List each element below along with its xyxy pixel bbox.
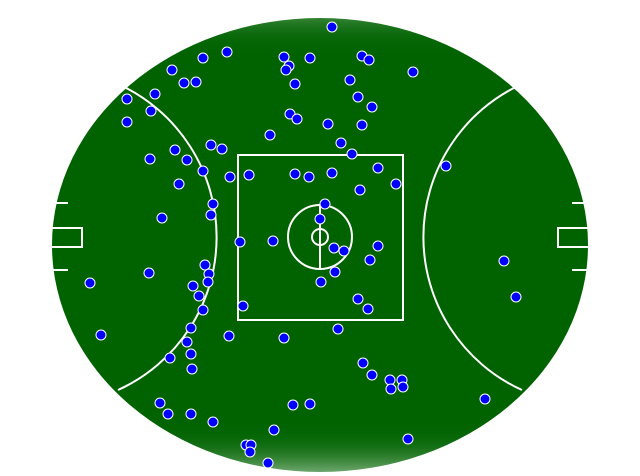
- point: [329, 266, 341, 278]
- point: [244, 446, 256, 458]
- point: [156, 212, 168, 224]
- point: [479, 393, 491, 405]
- point: [169, 144, 181, 156]
- point: [390, 178, 402, 190]
- point: [197, 304, 209, 316]
- point: [384, 374, 396, 386]
- point: [278, 51, 290, 63]
- point: [363, 54, 375, 66]
- point: [205, 209, 217, 221]
- point: [407, 66, 419, 78]
- point: [121, 93, 133, 105]
- point: [216, 143, 228, 155]
- point: [289, 78, 301, 90]
- point: [207, 416, 219, 428]
- point: [207, 198, 219, 210]
- point: [314, 213, 326, 225]
- point: [264, 129, 276, 141]
- point: [322, 118, 334, 130]
- point: [303, 171, 315, 183]
- point: [356, 119, 368, 131]
- point: [186, 363, 198, 375]
- point: [346, 148, 358, 160]
- point: [262, 457, 274, 469]
- point: [289, 168, 301, 180]
- point: [173, 178, 185, 190]
- point: [332, 323, 344, 335]
- point: [287, 399, 299, 411]
- dots: [84, 21, 522, 469]
- point: [234, 236, 246, 248]
- point: [243, 169, 255, 181]
- point: [326, 167, 338, 179]
- point: [143, 267, 155, 279]
- point: [181, 336, 193, 348]
- point: [197, 165, 209, 177]
- point: [335, 137, 347, 149]
- point: [149, 88, 161, 100]
- point: [199, 259, 211, 271]
- point: [224, 171, 236, 183]
- point: [326, 21, 338, 33]
- point: [185, 322, 197, 334]
- point: [440, 160, 452, 172]
- point: [84, 277, 96, 289]
- point: [187, 280, 199, 292]
- point: [95, 329, 107, 341]
- point: [145, 105, 157, 117]
- point: [385, 383, 397, 395]
- point: [181, 154, 193, 166]
- point: [344, 74, 356, 86]
- point: [237, 300, 249, 312]
- point: [267, 235, 279, 247]
- point: [328, 242, 340, 254]
- point: [185, 348, 197, 360]
- point: [357, 357, 369, 369]
- point: [164, 352, 176, 364]
- point: [193, 290, 205, 302]
- point: [304, 398, 316, 410]
- point: [205, 139, 217, 151]
- point: [178, 77, 190, 89]
- point: [185, 408, 197, 420]
- point: [402, 433, 414, 445]
- point: [144, 153, 156, 165]
- point: [190, 76, 202, 88]
- point: [197, 52, 209, 64]
- point: [352, 91, 364, 103]
- point: [338, 245, 350, 257]
- point: [221, 46, 233, 58]
- point: [498, 255, 510, 267]
- point: [223, 330, 235, 342]
- point: [278, 332, 290, 344]
- point: [280, 64, 292, 76]
- point: [315, 276, 327, 288]
- point: [154, 397, 166, 409]
- point: [372, 240, 384, 252]
- point: [366, 369, 378, 381]
- point: [354, 184, 366, 196]
- point: [352, 293, 364, 305]
- point: [510, 291, 522, 303]
- point: [364, 254, 376, 266]
- point: [304, 52, 316, 64]
- point: [268, 424, 280, 436]
- point: [162, 408, 174, 420]
- point: [202, 276, 214, 288]
- point: [372, 162, 384, 174]
- point: [166, 64, 178, 76]
- point: [397, 381, 409, 393]
- point: [366, 101, 378, 113]
- point: [121, 116, 133, 128]
- point: [362, 303, 374, 315]
- point: [319, 198, 331, 210]
- point: [291, 113, 303, 125]
